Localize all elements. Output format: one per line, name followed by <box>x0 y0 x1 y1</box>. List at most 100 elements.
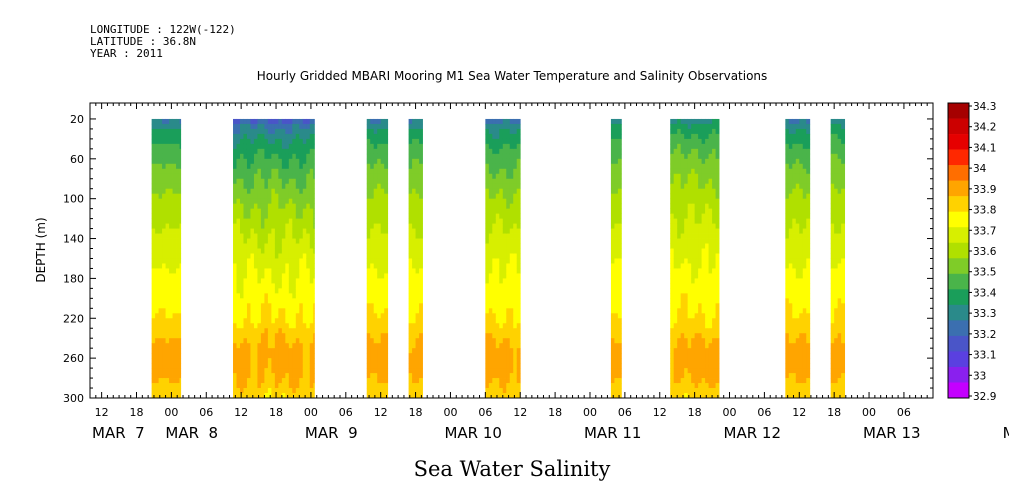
heatmap-cell <box>419 158 423 165</box>
heatmap-cell <box>162 173 166 180</box>
heatmap-cell <box>680 323 685 329</box>
heatmap-cell <box>841 198 846 205</box>
heatmap-cell <box>373 198 378 205</box>
heatmap-cell <box>802 368 807 374</box>
heatmap-cell <box>165 143 170 150</box>
heatmap-cell <box>313 393 315 399</box>
heatmap-cell <box>176 383 180 389</box>
heatmap-cell <box>701 388 706 394</box>
heatmap-cell <box>281 318 286 324</box>
heatmap-cell <box>677 143 682 150</box>
heatmap-cell <box>264 303 269 309</box>
heatmap-cell <box>499 158 504 165</box>
heatmap-cell <box>292 338 297 344</box>
heatmap-cell <box>246 278 251 284</box>
heatmap-cell <box>253 173 258 180</box>
heatmap-cell <box>509 278 514 284</box>
heatmap-cell <box>155 368 159 374</box>
heatmap-cell <box>412 253 416 259</box>
heatmap-cell <box>172 298 177 304</box>
heatmap-cell <box>715 203 720 210</box>
heatmap-cell <box>250 178 255 185</box>
heatmap-cell <box>408 288 413 294</box>
heatmap-cell <box>680 123 685 130</box>
heatmap-cell <box>151 248 156 254</box>
heatmap-cell <box>806 178 811 185</box>
heatmap-cell <box>834 368 839 374</box>
heatmap-cell <box>292 323 297 329</box>
heatmap-cell <box>236 313 241 319</box>
heatmap-cell <box>415 128 420 135</box>
heatmap-cell <box>380 328 385 334</box>
heatmap-cell <box>179 203 182 210</box>
heatmap-cell <box>502 273 507 279</box>
heatmap-cell <box>485 343 490 349</box>
heatmap-cell <box>253 243 258 249</box>
heatmap-cell <box>172 263 177 269</box>
heatmap-cell <box>384 338 389 344</box>
heatmap-cell <box>179 358 182 364</box>
heatmap-cell <box>687 183 692 190</box>
heatmap-cell <box>246 348 251 354</box>
heatmap-cell <box>502 133 507 140</box>
heatmap-cell <box>302 238 307 244</box>
heatmap-cell <box>267 263 272 269</box>
heatmap-cell <box>792 298 797 304</box>
heatmap-cell <box>246 193 251 200</box>
heatmap-cell <box>155 183 159 190</box>
heatmap-cell <box>281 268 286 274</box>
heatmap-cell <box>687 173 692 180</box>
heatmap-cell <box>309 353 314 359</box>
heatmap-cell <box>799 373 804 379</box>
heatmap-cell <box>691 298 696 304</box>
heatmap-cell <box>165 203 170 210</box>
heatmap-cell <box>373 383 378 389</box>
heatmap-cell <box>313 313 315 319</box>
heatmap-cell <box>415 183 420 190</box>
heatmap-cell <box>236 283 241 289</box>
heatmap-cell <box>179 343 182 349</box>
heatmap-cell <box>260 343 265 349</box>
heatmap-cell <box>176 223 180 229</box>
heatmap-cell <box>151 123 156 130</box>
heatmap-cell <box>701 293 706 299</box>
heatmap-cell <box>158 308 163 314</box>
heatmap-cell <box>313 363 315 369</box>
heatmap-cell <box>830 328 835 334</box>
heatmap-cell <box>292 118 297 125</box>
heatmap-cell <box>169 348 173 354</box>
heatmap-cell <box>384 233 389 239</box>
heatmap-cell <box>412 223 416 229</box>
heatmap-cell <box>384 153 389 160</box>
heatmap-cell <box>802 378 807 384</box>
heatmap-cell <box>257 153 262 160</box>
heatmap-cell <box>673 163 678 170</box>
heatmap-cell <box>408 243 413 249</box>
heatmap-cell <box>264 193 269 200</box>
heatmap-cell <box>705 253 709 259</box>
heatmap-cell <box>485 118 490 125</box>
heatmap-cell <box>516 238 521 244</box>
heatmap-cell <box>278 128 283 135</box>
heatmap-cell <box>295 198 300 205</box>
heatmap-cell <box>172 228 177 234</box>
heatmap-cell <box>155 288 159 294</box>
heatmap-cell <box>309 293 314 299</box>
heatmap-cell <box>384 248 389 254</box>
heatmap-cell <box>250 293 255 299</box>
heatmap-cell <box>285 283 290 289</box>
x-tick-label: 00 <box>164 406 178 419</box>
heatmap-cell <box>506 253 511 259</box>
heatmap-cell <box>785 243 790 249</box>
heatmap-cell <box>673 253 678 259</box>
heatmap-cell <box>292 198 297 205</box>
heatmap-cell <box>236 233 241 239</box>
heatmap-cell <box>701 128 706 135</box>
heatmap-cell <box>806 253 811 259</box>
heatmap-cell <box>165 133 170 140</box>
heatmap-cell <box>795 198 800 205</box>
heatmap-cell <box>169 183 173 190</box>
heatmap-cell <box>380 133 385 140</box>
heatmap-cell <box>412 173 416 180</box>
heatmap-cell <box>292 258 297 264</box>
